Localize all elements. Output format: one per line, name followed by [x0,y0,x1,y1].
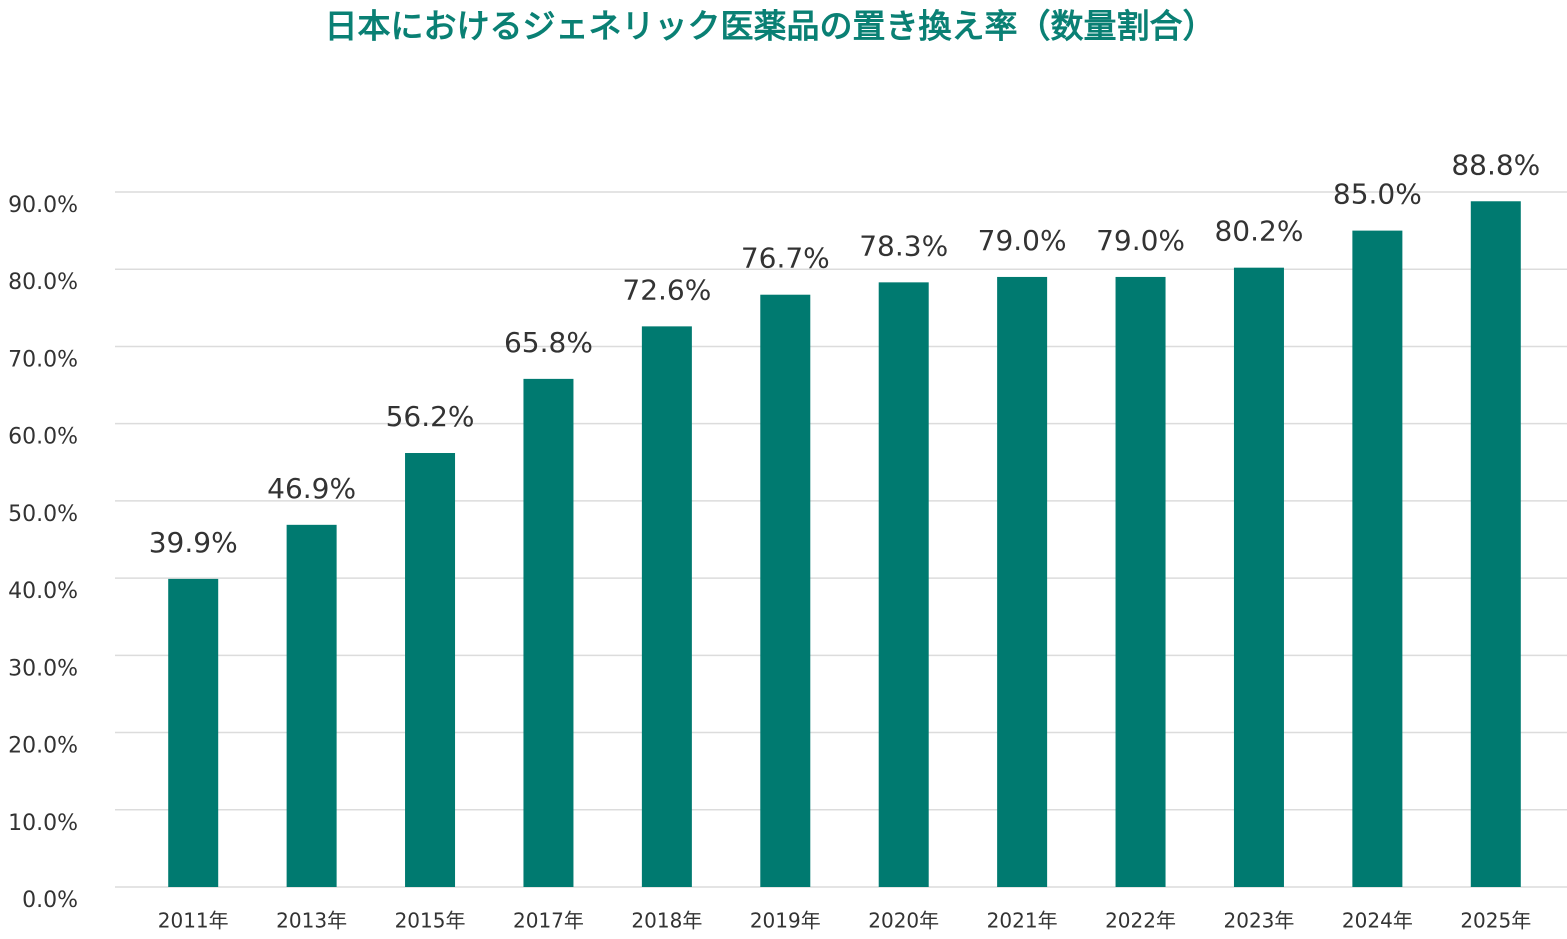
y-tick-label: 10.0% [8,811,78,836]
y-tick-label: 70.0% [8,347,78,372]
x-tick-label: 2013年 [276,909,347,933]
x-tick-label: 2020年 [868,909,939,933]
bar [641,326,692,887]
x-tick-label: 2017年 [513,909,584,933]
bar [1352,230,1403,888]
bar [878,282,929,888]
x-tick-label: 2021年 [987,909,1058,933]
y-tick-label: 40.0% [8,579,78,604]
y-tick-label: 30.0% [8,656,78,681]
value-label: 79.0% [1096,224,1185,257]
value-label: 39.9% [149,526,238,559]
bar [286,524,337,887]
x-tick-label: 2011年 [158,909,229,933]
value-label: 72.6% [622,273,711,306]
x-tick-label: 2015年 [395,909,466,933]
value-label: 56.2% [386,400,475,433]
x-tick-label: 2025年 [1460,909,1531,933]
x-tick-label: 2019年 [750,909,821,933]
x-tick-label: 2022年 [1105,909,1176,933]
bar [760,294,811,887]
y-tick-label: 80.0% [8,270,78,295]
bar [523,378,574,887]
y-tick-label: 50.0% [8,502,78,527]
value-label: 78.3% [859,229,948,262]
bar [1470,201,1521,887]
bar [1233,267,1284,888]
value-label: 76.7% [741,242,830,275]
bar [405,453,456,887]
bar [168,578,219,887]
chart-title: 日本におけるジェネリック医薬品の置き換え率（数量割合） [325,7,1216,46]
value-label: 88.8% [1451,148,1540,181]
bar [1115,276,1166,887]
value-label: 65.8% [504,326,593,359]
y-tick-label: 60.0% [8,425,78,450]
x-tick-label: 2024年 [1342,909,1413,933]
x-tick-label: 2023年 [1224,909,1295,933]
value-label: 79.0% [978,224,1067,257]
y-tick-label: 0.0% [22,888,78,913]
y-tick-label: 90.0% [8,193,78,218]
value-label: 85.0% [1333,178,1422,211]
x-tick-label: 2018年 [631,909,702,933]
y-tick-label: 20.0% [8,734,78,759]
value-label: 80.2% [1214,215,1303,248]
bar [997,276,1048,887]
value-label: 46.9% [267,472,356,505]
